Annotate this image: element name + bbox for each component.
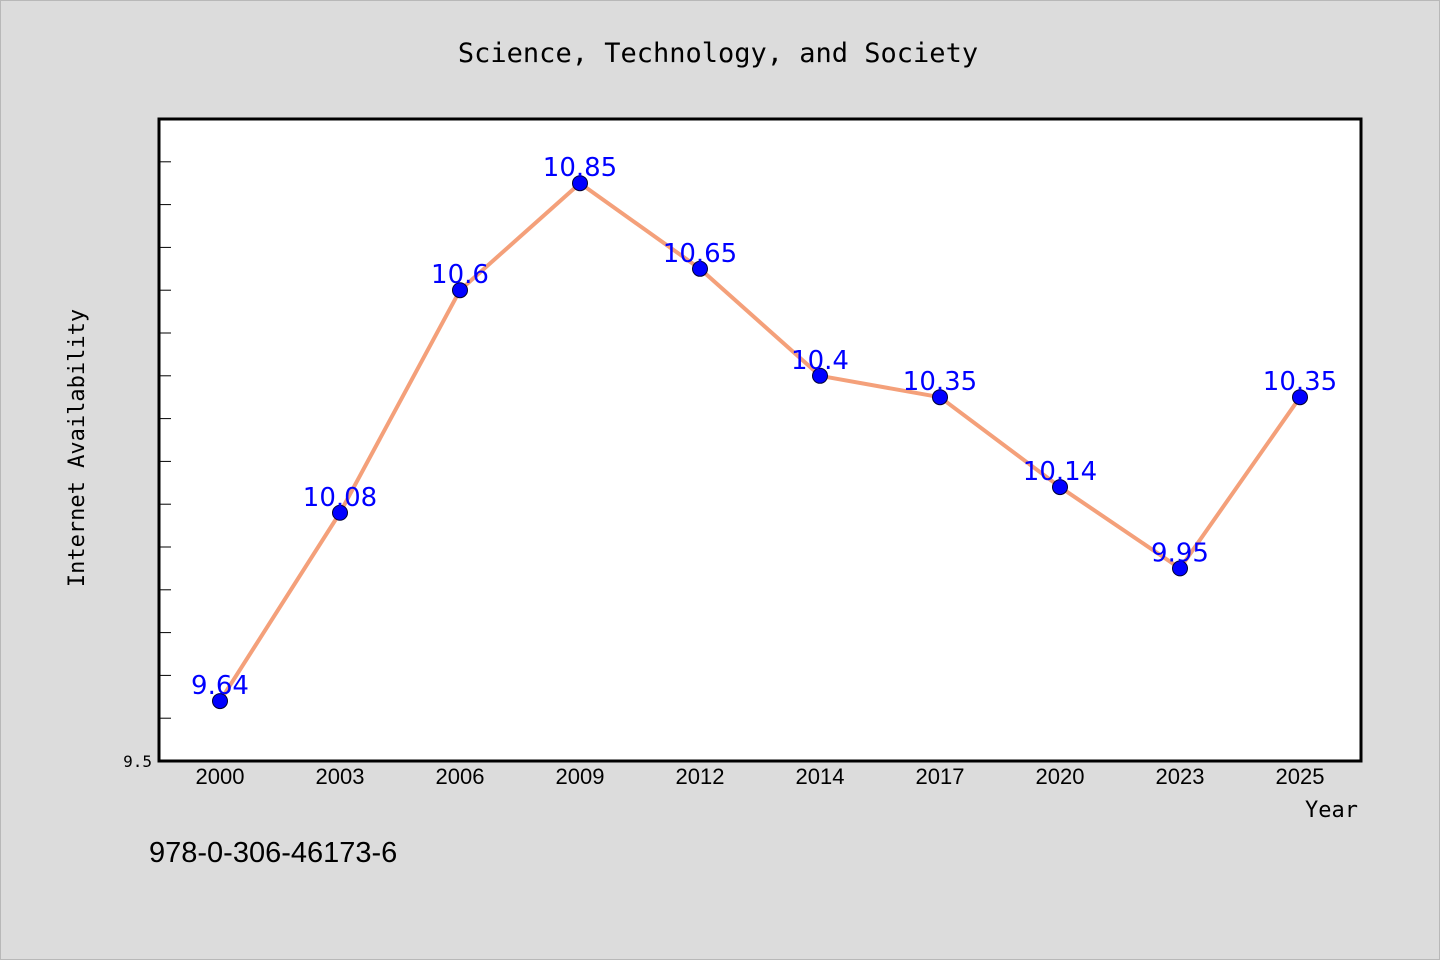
data-label: 10.4 (791, 346, 849, 376)
x-tick-label: 2000 (196, 764, 245, 789)
data-point (1172, 560, 1188, 577)
y-axis-ticks (159, 161, 171, 719)
x-tick-label: 2014 (796, 764, 845, 789)
plot-area (157, 117, 1363, 763)
chart-title: Science, Technology, and Society (458, 38, 978, 69)
isbn-text: 978-0-306-46173-6 (149, 837, 397, 869)
data-point (1052, 479, 1068, 496)
data-label: 10.35 (1263, 367, 1337, 397)
x-tick-label: 2025 (1276, 764, 1325, 789)
x-tick-label: 2009 (556, 764, 605, 789)
y-axis-label: Internet Availability (65, 309, 90, 587)
data-label: 10.6 (431, 260, 489, 290)
data-label: 10.85 (543, 153, 617, 183)
x-axis-tick-labels: 2000 2003 2006 2009 2012 2014 2017 2020 2023 2025 (196, 764, 1325, 789)
y-axis-tick-labels: 9.5 (123, 752, 152, 771)
x-axis-label: Year (1305, 798, 1358, 823)
y-tick-label: 9.5 (123, 752, 152, 771)
data-label: 10.14 (1023, 457, 1097, 487)
x-tick-label: 2012 (676, 764, 725, 789)
series-data-labels: 9.64 10.08 10.6 10.85 10.65 10.4 10.35 10.14 9.9… (191, 153, 1337, 701)
data-point (572, 175, 588, 192)
data-label: 10.08 (303, 483, 377, 513)
data-point (452, 282, 468, 299)
data-point (812, 367, 828, 384)
x-tick-label: 2023 (1156, 764, 1205, 789)
data-label: 9.95 (1151, 538, 1209, 568)
data-point (1292, 389, 1308, 406)
data-point (212, 693, 228, 710)
data-point (692, 260, 708, 277)
x-tick-label: 2006 (436, 764, 485, 789)
data-label: 10.65 (663, 239, 737, 269)
series-line (218, 181, 1302, 703)
data-label: 10.35 (903, 367, 977, 397)
data-point (332, 504, 348, 521)
data-point (932, 389, 948, 406)
series-markers (212, 175, 1308, 710)
x-tick-label: 2003 (316, 764, 365, 789)
x-tick-label: 2020 (1036, 764, 1085, 789)
x-tick-label: 2017 (916, 764, 965, 789)
data-label: 9.64 (191, 671, 249, 701)
